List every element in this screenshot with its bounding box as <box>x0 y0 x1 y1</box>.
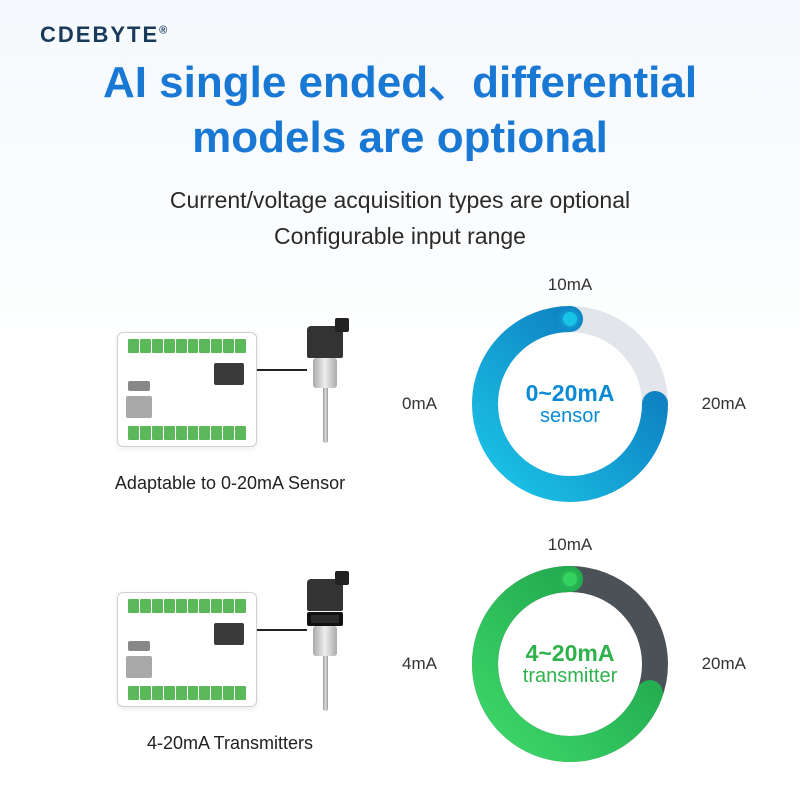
pcb-board-icon <box>117 332 257 447</box>
caption-1: Adaptable to 0-20mA Sensor <box>115 473 345 494</box>
transmitter-probe-icon <box>307 579 343 711</box>
sensor-probe-icon <box>307 326 343 443</box>
gauge1-label-left: 0mA <box>402 394 437 414</box>
gauge2-label-top: 10mA <box>548 535 592 555</box>
gauge2-value: 4~20mA <box>523 640 617 667</box>
pcb-board-icon <box>117 592 257 707</box>
device-block-1: Adaptable to 0-20mA Sensor <box>80 315 380 494</box>
gauge2-label-left: 4mA <box>402 654 437 674</box>
gauge1-value: 0~20mA <box>526 380 615 407</box>
gauge1-label-top: 10mA <box>548 275 592 295</box>
gauge-1: 10mA 0mA 20mA 0~20mA sensor <box>420 279 720 529</box>
subheadline: Current/voltage acquisition types are op… <box>0 183 800 254</box>
row-sensor: Adaptable to 0-20mA Sensor 10mA 0mA 20mA… <box>0 279 800 529</box>
caption-2: 4-20mA Transmitters <box>147 733 313 754</box>
gauge2-label-right: 20mA <box>702 654 746 674</box>
gauge1-label-right: 20mA <box>702 394 746 414</box>
device-block-2: 4-20mA Transmitters <box>80 575 380 754</box>
row-transmitter: 4-20mA Transmitters 10mA 4mA 20mA 4~20mA… <box>0 539 800 789</box>
brand-logo: CDEBYTE® <box>40 22 169 48</box>
gauge1-unit: sensor <box>526 405 615 428</box>
gauge2-unit: transmitter <box>523 665 617 688</box>
device-illustration-1 <box>100 315 360 465</box>
gauge-2: 10mA 4mA 20mA 4~20mA transmitter <box>420 539 720 789</box>
device-illustration-2 <box>100 575 360 725</box>
